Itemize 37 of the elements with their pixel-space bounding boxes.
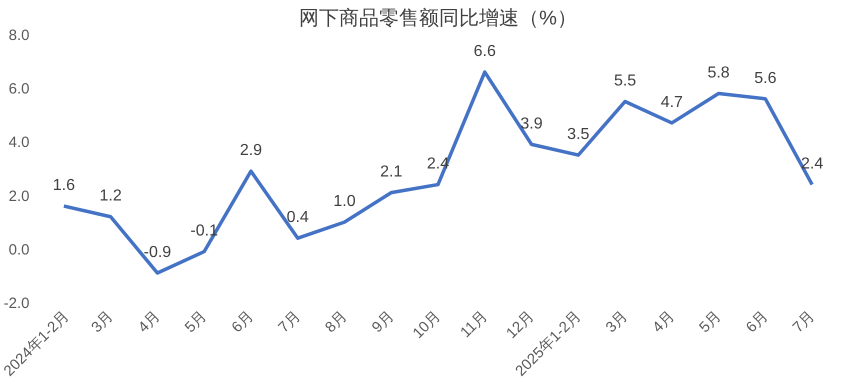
x-tick-label: 3月 [602, 307, 632, 336]
data-label: 5.8 [707, 64, 730, 82]
data-label: 1.6 [52, 177, 76, 194]
y-tick-label: 4.0 [8, 134, 30, 152]
data-label: 5.5 [614, 72, 636, 90]
x-tick-label: 4月 [134, 307, 164, 336]
x-tick-label: 3月 [88, 307, 117, 336]
y-tick-label: -2.0 [4, 295, 30, 312]
data-label: 2.9 [240, 142, 262, 160]
data-label: 3.5 [567, 126, 590, 144]
x-tick-label: 9月 [368, 307, 398, 336]
data-label: 3.9 [520, 115, 543, 132]
x-tick-label: 12月 [503, 307, 538, 342]
x-tick-label: 7月 [275, 307, 304, 336]
data-label: 5.6 [754, 70, 777, 87]
y-tick-label: 8.0 [8, 27, 30, 44]
data-label: 6.6 [474, 43, 496, 60]
x-tick-label: 11月 [457, 307, 491, 342]
data-label: 2.1 [380, 164, 402, 181]
x-tick-label: 5月 [696, 307, 725, 336]
data-label: 1.0 [333, 193, 356, 210]
data-label: 0.4 [286, 209, 309, 226]
x-tick-label: 4月 [649, 307, 678, 336]
x-tick-label: 6月 [742, 307, 772, 336]
y-tick-label: 2.0 [8, 188, 30, 205]
data-label: 4.7 [660, 94, 684, 111]
data-label: -0.9 [144, 244, 172, 262]
chart-title: 网下商品零售额同比增速（%） [299, 8, 577, 30]
y-tick-label: 6.0 [8, 80, 30, 98]
x-tick-label: 6月 [228, 307, 257, 336]
x-tick-label: 10月 [410, 307, 444, 342]
x-tick-label: 7月 [790, 307, 818, 336]
y-tick-label: 0.0 [8, 241, 30, 258]
x-tick-label: 8月 [322, 307, 350, 336]
x-tick-label: 5月 [182, 307, 210, 336]
data-label: 2.4 [800, 156, 824, 173]
data-label: 1.2 [100, 188, 122, 205]
